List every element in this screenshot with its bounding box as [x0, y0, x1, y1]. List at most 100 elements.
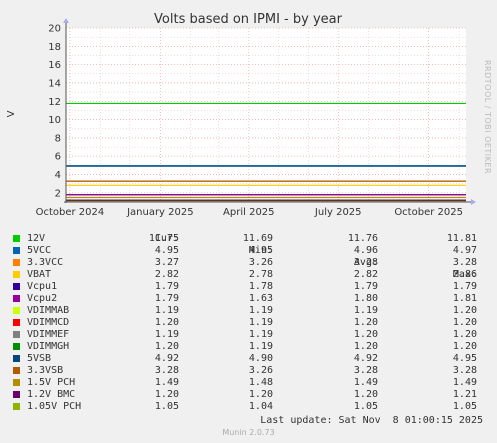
- legend-min-value: 1.04: [248, 401, 273, 412]
- legend-min-value: 1.19: [248, 329, 273, 340]
- legend-min-value: 11.69: [242, 233, 273, 244]
- chart: Volts based on IPMI - by year V RRDTOOL …: [6, 12, 492, 218]
- x-axis-arrow: [471, 199, 476, 205]
- legend-row: 5VCC 4.95 4.95 4.96 4.97: [0, 245, 497, 257]
- legend-cur-value: 3.27: [154, 257, 179, 268]
- legend-row: VDIMMGH 1.20 1.19 1.20 1.20: [0, 341, 497, 353]
- legend-cur-value: 1.20: [154, 341, 179, 352]
- legend-min-value: 3.26: [248, 365, 273, 376]
- legend-min-value: 1.78: [248, 281, 273, 292]
- legend-row: 3.3VSB 3.28 3.26 3.28 3.28: [0, 365, 497, 377]
- legend-swatch: [13, 379, 20, 386]
- y-tick-label: 14: [48, 78, 61, 89]
- y-tick-label: 6: [55, 152, 61, 163]
- legend-series-name: VDIMMGH: [27, 341, 70, 352]
- legend-max-value: 4.97: [452, 245, 477, 256]
- y-axis-label: V: [6, 110, 17, 117]
- legend-cur-value: 4.92: [154, 353, 179, 364]
- legend-max-value: 1.20: [452, 341, 477, 352]
- legend-avg-value: 4.96: [353, 245, 378, 256]
- legend-cur-value: 3.28: [154, 365, 179, 376]
- legend-min-value: 1.20: [248, 389, 273, 400]
- legend-avg-value: 1.19: [353, 305, 378, 316]
- legend-cur-value: 4.95: [154, 245, 179, 256]
- legend-max-value: 1.20: [452, 317, 477, 328]
- legend-min-value: 2.78: [248, 269, 273, 280]
- legend-series-name: 12V: [27, 233, 46, 244]
- legend-row: 1.5V PCH 1.49 1.48 1.49 1.49: [0, 377, 497, 389]
- legend-max-value: 1.81: [452, 293, 477, 304]
- last-update: Last update: Sat Nov 8 01:00:15 2025: [260, 415, 483, 426]
- legend-row: VDIMMEF 1.19 1.19 1.20 1.20: [0, 329, 497, 341]
- legend-max-value: 1.05: [452, 401, 477, 412]
- legend-cur-value: 11.75: [148, 233, 179, 244]
- legend-avg-value: 3.28: [353, 365, 378, 376]
- legend-avg-value: 1.20: [353, 341, 378, 352]
- legend-swatch: [13, 391, 20, 398]
- legend-max-value: 1.49: [452, 377, 477, 388]
- legend-avg-value: 1.49: [353, 377, 378, 388]
- y-tick-label: 8: [55, 133, 61, 144]
- legend-swatch: [13, 343, 20, 350]
- legend-min-value: 3.26: [248, 257, 273, 268]
- legend-avg-value: 1.80: [353, 293, 378, 304]
- legend-swatch: [13, 295, 20, 302]
- legend-row: Vcpu1 1.79 1.78 1.79 1.79: [0, 281, 497, 293]
- plot-area: [66, 28, 466, 202]
- rrdtool-side-label: RRDTOOL / TOBI OETIKER: [483, 60, 492, 174]
- legend-avg-value: 1.79: [353, 281, 378, 292]
- legend-row: Vcpu2 1.79 1.63 1.80 1.81: [0, 293, 497, 305]
- legend-header-cur: Cur:: [154, 233, 179, 244]
- legend-max-value: 2.86: [452, 269, 477, 280]
- y-axis-arrow: [63, 18, 69, 23]
- legend-cur-value: 1.19: [154, 329, 179, 340]
- legend-series-name: VDIMMAB: [27, 305, 70, 316]
- legend-swatch: [13, 271, 20, 278]
- legend-avg-value: 1.20: [353, 329, 378, 340]
- x-tick-label: April 2025: [223, 207, 274, 218]
- legend-header: Cur: Min: Avg: Max:: [0, 221, 497, 280]
- x-tick-label: October 2024: [36, 207, 105, 218]
- legend-avg-value: 1.05: [353, 401, 378, 412]
- legend-series-name: VBAT: [27, 269, 52, 280]
- legend-series-name: 1.05V PCH: [27, 401, 82, 412]
- legend-cur-value: 1.79: [154, 281, 179, 292]
- legend-cur-value: 1.05: [154, 401, 179, 412]
- legend-cur-value: 1.79: [154, 293, 179, 304]
- legend-min-value: 1.19: [248, 341, 273, 352]
- legend: Cur: Min: Avg: Max: 12V 11.75 11.69 11.76 11…: [0, 221, 497, 413]
- y-tick-label: 18: [48, 42, 61, 53]
- legend-row: VDIMMAB 1.19 1.19 1.19 1.20: [0, 305, 497, 317]
- legend-min-value: 1.19: [248, 305, 273, 316]
- legend-max-value: 3.28: [452, 365, 477, 376]
- legend-swatch: [13, 319, 20, 326]
- legend-avg-value: 11.76: [347, 233, 378, 244]
- legend-series-name: 5VCC: [27, 245, 52, 256]
- legend-min-value: 4.95: [248, 245, 273, 256]
- legend-row: 3.3VCC 3.27 3.26 3.28 3.28: [0, 257, 497, 269]
- legend-row: VBAT 2.82 2.78 2.82 2.86: [0, 269, 497, 281]
- legend-row: 1.05V PCH 1.05 1.04 1.05 1.05: [0, 401, 497, 413]
- legend-cur-value: 1.20: [154, 317, 179, 328]
- x-tick-label: July 2025: [314, 207, 362, 218]
- legend-avg-value: 1.20: [353, 317, 378, 328]
- x-tick-label: October 2025: [394, 207, 463, 218]
- legend-swatch: [13, 355, 20, 362]
- legend-series-name: Vcpu1: [27, 281, 58, 292]
- legend-swatch: [13, 283, 20, 290]
- y-tick-label: 16: [48, 60, 61, 71]
- legend-header-avg: Avg:: [353, 257, 378, 268]
- legend-swatch: [13, 235, 20, 242]
- legend-swatch: [13, 247, 20, 254]
- legend-cur-value: 1.20: [154, 389, 179, 400]
- legend-min-value: 4.90: [248, 353, 273, 364]
- legend-max-value: 3.28: [452, 257, 477, 268]
- legend-max-value: 1.79: [452, 281, 477, 292]
- legend-series-name: 5VSB: [27, 353, 52, 364]
- legend-min-value: 1.63: [248, 293, 273, 304]
- y-tick-label: 20: [48, 24, 61, 35]
- legend-row: 1.2V BMC 1.20 1.20 1.20 1.21: [0, 389, 497, 401]
- legend-cur-value: 1.19: [154, 305, 179, 316]
- legend-header-min: Min:: [248, 245, 273, 256]
- legend-series-name: 1.5V PCH: [27, 377, 76, 388]
